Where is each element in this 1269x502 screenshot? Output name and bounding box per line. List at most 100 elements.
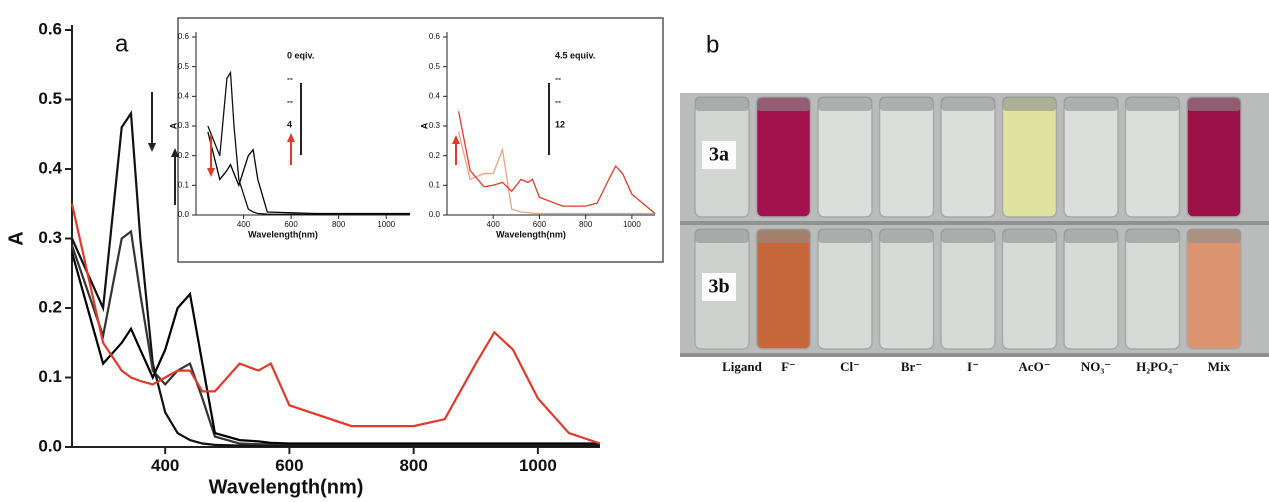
vial-cap	[1002, 97, 1057, 111]
y-tick-label: 0.4	[429, 91, 441, 100]
vial-cap	[1187, 229, 1241, 243]
arrows	[148, 83, 550, 205]
vial	[878, 96, 935, 218]
vial-cap	[1002, 229, 1057, 243]
spectrum	[70, 252, 600, 445]
vial	[940, 96, 996, 218]
x-tick-label: 800	[579, 220, 593, 229]
x-tick-label: 600	[275, 456, 303, 475]
annotation: --	[287, 73, 293, 83]
x-axis-title: Wavelength(nm)	[496, 229, 566, 239]
column-label: AcO⁻	[1018, 359, 1050, 374]
column-label: NO₃⁻	[1081, 359, 1111, 374]
spectrum	[457, 131, 655, 215]
annotation: 4	[287, 119, 292, 129]
y-tick-label: 0.3	[178, 121, 190, 130]
y-tick-label: 0.1	[38, 367, 62, 386]
vial	[1124, 96, 1181, 218]
vial	[940, 228, 996, 350]
y-tick-label: 0.0	[38, 436, 62, 455]
vial-cap	[1187, 97, 1241, 111]
row-label-bg	[702, 141, 736, 169]
column-label: Mix	[1208, 359, 1231, 374]
vial-cap	[1064, 229, 1118, 243]
row-divider	[680, 221, 1269, 225]
vial-cap	[695, 229, 749, 243]
column-label: Cl⁻	[840, 359, 860, 374]
vial-cap	[695, 97, 749, 111]
annotation: 0 eqiv.	[287, 50, 314, 60]
column-label: Br⁻	[901, 359, 922, 374]
y-tick-label: 0.0	[429, 210, 441, 219]
inset-frame	[177, 17, 664, 263]
y-tick-label: 0.5	[38, 89, 62, 108]
y-tick-label: 0.2	[178, 151, 190, 160]
spectrum	[207, 131, 410, 215]
vial-cap	[879, 97, 934, 111]
vial	[1001, 228, 1058, 350]
vial-cap	[941, 229, 995, 243]
spectrum	[70, 203, 601, 445]
annotation: 12	[555, 119, 565, 129]
x-tick-label: 400	[237, 220, 251, 229]
annotation: --	[287, 96, 293, 106]
x-tick-label: 800	[332, 220, 346, 229]
vial-cap	[818, 229, 872, 243]
vial-cap	[941, 97, 995, 111]
x-axis-title: Wavelength(nm)	[248, 229, 318, 239]
vial-cap	[1064, 97, 1118, 111]
y-axis-title: A	[168, 122, 178, 129]
y-tick-label: 0.6	[38, 19, 62, 38]
x-tick-label: 600	[284, 220, 298, 229]
row-label: 3b	[708, 276, 729, 298]
spectrum	[457, 111, 656, 214]
vial	[878, 228, 935, 350]
y-tick-label: 0.2	[429, 151, 441, 160]
annotation: --	[555, 96, 561, 106]
arrow-head	[148, 143, 156, 152]
y-tick-label: 0.2	[38, 297, 62, 316]
y-tick-label: 0.4	[178, 91, 190, 100]
y-tick-label: 0.5	[429, 62, 441, 71]
spectrum	[207, 70, 410, 216]
arrow-head	[171, 148, 179, 157]
column-label: F⁻	[781, 359, 796, 374]
x-tick-label: 1000	[623, 220, 641, 229]
panel-label: a	[115, 30, 129, 57]
row-label: 3a	[709, 144, 729, 166]
vial	[1063, 228, 1119, 350]
vial	[1186, 228, 1242, 350]
x-tick-label: 600	[533, 220, 547, 229]
y-tick-label: 0.3	[38, 228, 62, 247]
x-tick-label: 1000	[377, 220, 395, 229]
x-tick-label: 800	[399, 456, 427, 475]
vial	[1063, 96, 1119, 218]
arrow-head	[287, 133, 295, 142]
y-tick-label: 0.1	[178, 180, 190, 189]
arrow-head	[207, 168, 215, 177]
vial-cap	[756, 97, 811, 111]
y-tick-label: 0.6	[178, 32, 190, 41]
y-tick-label: 0.3	[429, 121, 441, 130]
x-tick-label: 1000	[519, 456, 557, 475]
vial	[1124, 228, 1181, 350]
vial	[1001, 96, 1058, 218]
vial	[755, 96, 812, 218]
annotation: 4.5 equiv.	[555, 50, 595, 60]
annotation: --	[555, 73, 561, 83]
panel-label: b	[706, 31, 719, 58]
vial-cap	[818, 97, 872, 111]
column-label: Ligand	[722, 359, 763, 374]
arrow-head	[452, 135, 460, 144]
x-tick-label: 400	[487, 220, 501, 229]
x-tick-label: 400	[151, 456, 179, 475]
y-axis-title: A	[5, 231, 27, 245]
row-divider	[680, 353, 1269, 357]
vial	[817, 96, 873, 218]
y-tick-label: 0.0	[178, 210, 190, 219]
spectrum	[70, 110, 600, 447]
column-label: I⁻	[967, 359, 979, 374]
vial	[755, 228, 812, 350]
